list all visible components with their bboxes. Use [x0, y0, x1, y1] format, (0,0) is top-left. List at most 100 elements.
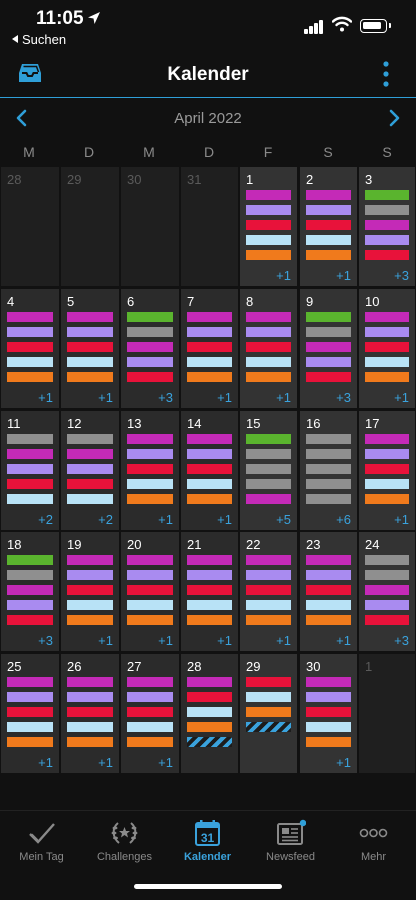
calendar-day-cell[interactable]: 29	[240, 654, 297, 773]
event-bar	[306, 190, 351, 200]
calendar-day-cell[interactable]: 18 +3	[1, 532, 59, 651]
calendar-day-cell[interactable]: 25 +1	[1, 654, 59, 773]
calendar-day-cell: 28	[1, 167, 59, 286]
event-bar	[127, 464, 173, 474]
more-events-count: +3	[38, 633, 53, 648]
calendar-day-cell[interactable]: 23 +1	[300, 532, 357, 651]
day-number: 30	[127, 172, 142, 187]
back-to-search-link[interactable]: Suchen	[12, 32, 66, 47]
event-bar	[306, 449, 351, 459]
event-bar	[306, 205, 351, 215]
event-bar	[67, 312, 113, 322]
calendar-day-cell[interactable]: 14 +1	[181, 411, 238, 530]
event-bar	[187, 600, 232, 610]
event-bar	[246, 250, 291, 260]
event-bar	[67, 737, 113, 747]
chevron-left-icon[interactable]	[12, 108, 32, 128]
calendar-day-cell[interactable]: 1 +1	[240, 167, 297, 286]
calendar-day-cell[interactable]: 12 +2	[61, 411, 119, 530]
event-bar	[246, 357, 291, 367]
tab-kalender[interactable]: 31 Kalender	[166, 811, 249, 871]
chevron-right-icon[interactable]	[384, 108, 404, 128]
calendar-day-cell[interactable]: 13 +1	[121, 411, 179, 530]
calendar-day-cell[interactable]: 24 +3	[359, 532, 415, 651]
calendar-day-cell[interactable]: 20 +1	[121, 532, 179, 651]
calendar-day-cell[interactable]: 16 +6	[300, 411, 357, 530]
event-bar	[7, 677, 53, 687]
event-bar	[306, 677, 351, 687]
calendar-day-cell[interactable]: 2 +1	[300, 167, 357, 286]
event-bar	[306, 357, 351, 367]
inbox-icon[interactable]	[18, 62, 42, 84]
calendar-day-cell[interactable]: 15 +5	[240, 411, 297, 530]
event-bar	[365, 615, 409, 625]
tab-challenges[interactable]: Challenges	[83, 811, 166, 871]
nav-bar: Kalender	[0, 52, 416, 98]
calendar-day-cell[interactable]: 30 +1	[300, 654, 357, 773]
calendar-day-cell: 29	[61, 167, 119, 286]
calendar-day-cell[interactable]: 21 +1	[181, 532, 238, 651]
calendar-day-cell[interactable]: 7 +1	[181, 289, 238, 408]
event-bar	[127, 494, 173, 504]
event-bar	[187, 357, 232, 367]
event-bar	[306, 707, 351, 717]
tab-mehr[interactable]: Mehr	[332, 811, 415, 871]
event-bar	[127, 479, 173, 489]
event-bar	[127, 342, 173, 352]
event-bar	[67, 555, 113, 565]
event-bar	[306, 220, 351, 230]
event-bar	[7, 555, 53, 565]
event-bar	[127, 434, 173, 444]
event-bar	[306, 722, 351, 732]
tab-newsfeed[interactable]: Newsfeed	[249, 811, 332, 871]
battery-icon	[360, 19, 391, 33]
wifi-icon	[332, 16, 352, 32]
calendar-day-cell[interactable]: 10 +1	[359, 289, 415, 408]
event-bar	[187, 555, 232, 565]
weekday-label: S	[323, 144, 333, 160]
event-bar	[365, 449, 409, 459]
event-bar	[246, 707, 291, 717]
day-number: 25	[7, 659, 22, 674]
calendar-day-cell[interactable]: 3 +3	[359, 167, 415, 286]
calendar-day-cell[interactable]: 11 +2	[1, 411, 59, 530]
calendar-day-cell[interactable]: 6 +3	[121, 289, 179, 408]
event-bar	[67, 464, 113, 474]
calendar-day-cell[interactable]: 28	[181, 654, 238, 773]
day-number: 28	[187, 659, 202, 674]
calendar-day-cell[interactable]: 8 +1	[240, 289, 297, 408]
calendar-day-cell[interactable]: 19 +1	[61, 532, 119, 651]
laurel-icon	[111, 822, 138, 844]
event-bar	[7, 585, 53, 595]
event-bar	[365, 372, 409, 382]
more-events-count: +3	[394, 268, 409, 283]
event-bar	[365, 250, 409, 260]
calendar-day-cell[interactable]: 27 +1	[121, 654, 179, 773]
more-events-count: +1	[217, 633, 232, 648]
event-bar	[67, 692, 113, 702]
event-bar	[306, 692, 351, 702]
tab-mein-tag[interactable]: Mein Tag	[0, 811, 83, 871]
home-indicator[interactable]	[134, 884, 282, 889]
event-bar	[246, 372, 291, 382]
weekday-label: M	[143, 144, 155, 160]
tab-label: Mehr	[360, 851, 387, 863]
back-label: Suchen	[22, 32, 67, 47]
checkmark-icon	[29, 823, 55, 844]
calendar-day-cell[interactable]: 22 +1	[240, 532, 297, 651]
day-number: 27	[127, 659, 142, 674]
vertical-dots-icon[interactable]	[378, 60, 394, 88]
tab-label: Challenges	[96, 851, 153, 863]
day-number: 19	[67, 537, 82, 552]
newspaper-icon	[277, 819, 306, 845]
more-events-count: +2	[98, 512, 113, 527]
calendar-day-cell[interactable]: 4 +1	[1, 289, 59, 408]
calendar-day-cell[interactable]: 17 +1	[359, 411, 415, 530]
calendar-day-cell[interactable]: 5 +1	[61, 289, 119, 408]
calendar-day-cell[interactable]: 9 +3	[300, 289, 357, 408]
event-bar	[7, 479, 53, 489]
event-bar	[306, 555, 351, 565]
more-events-count: +1	[98, 633, 113, 648]
calendar-day-cell[interactable]: 26 +1	[61, 654, 119, 773]
event-bar	[187, 615, 232, 625]
